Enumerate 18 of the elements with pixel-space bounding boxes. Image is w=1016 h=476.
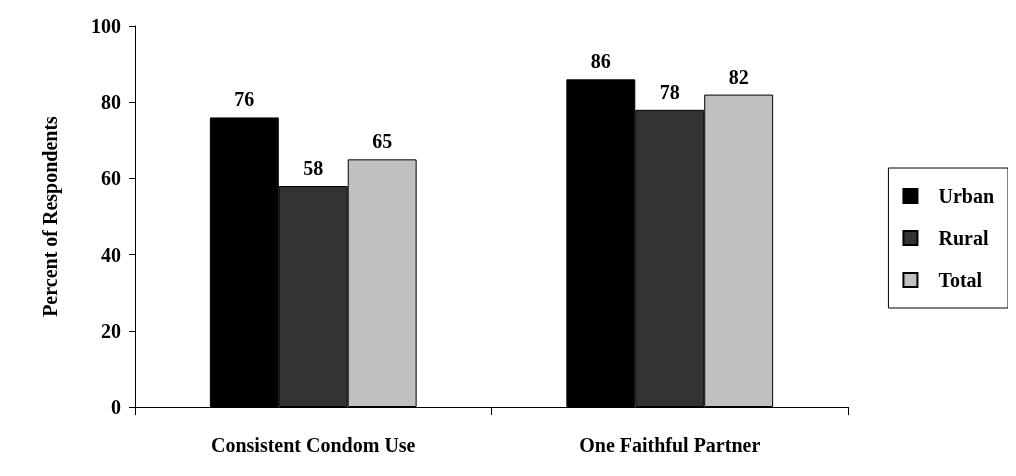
x-tick-label: One Faithful Partner: [579, 434, 761, 456]
data-label: 86: [590, 50, 611, 73]
data-label: 76: [234, 88, 255, 111]
y-tick-label: 80: [101, 91, 121, 114]
y-axis-title: Percent of Respondents: [39, 115, 62, 317]
legend-label: Total: [938, 269, 983, 291]
legend-label: Urban: [938, 185, 995, 207]
x-tick-label: Consistent Condom Use: [211, 434, 416, 456]
data-label: 82: [728, 65, 749, 88]
y-tick-label: 60: [101, 167, 121, 190]
legend-label: Rural: [938, 227, 989, 249]
data-label: 65: [372, 130, 393, 153]
data-label: 58: [303, 157, 324, 180]
y-tick-label: 0: [111, 396, 121, 418]
data-label: 78: [659, 80, 680, 103]
y-tick-label: 20: [101, 319, 121, 342]
y-tick-label: 40: [101, 243, 121, 266]
y-tick-label: 100: [91, 15, 121, 37]
